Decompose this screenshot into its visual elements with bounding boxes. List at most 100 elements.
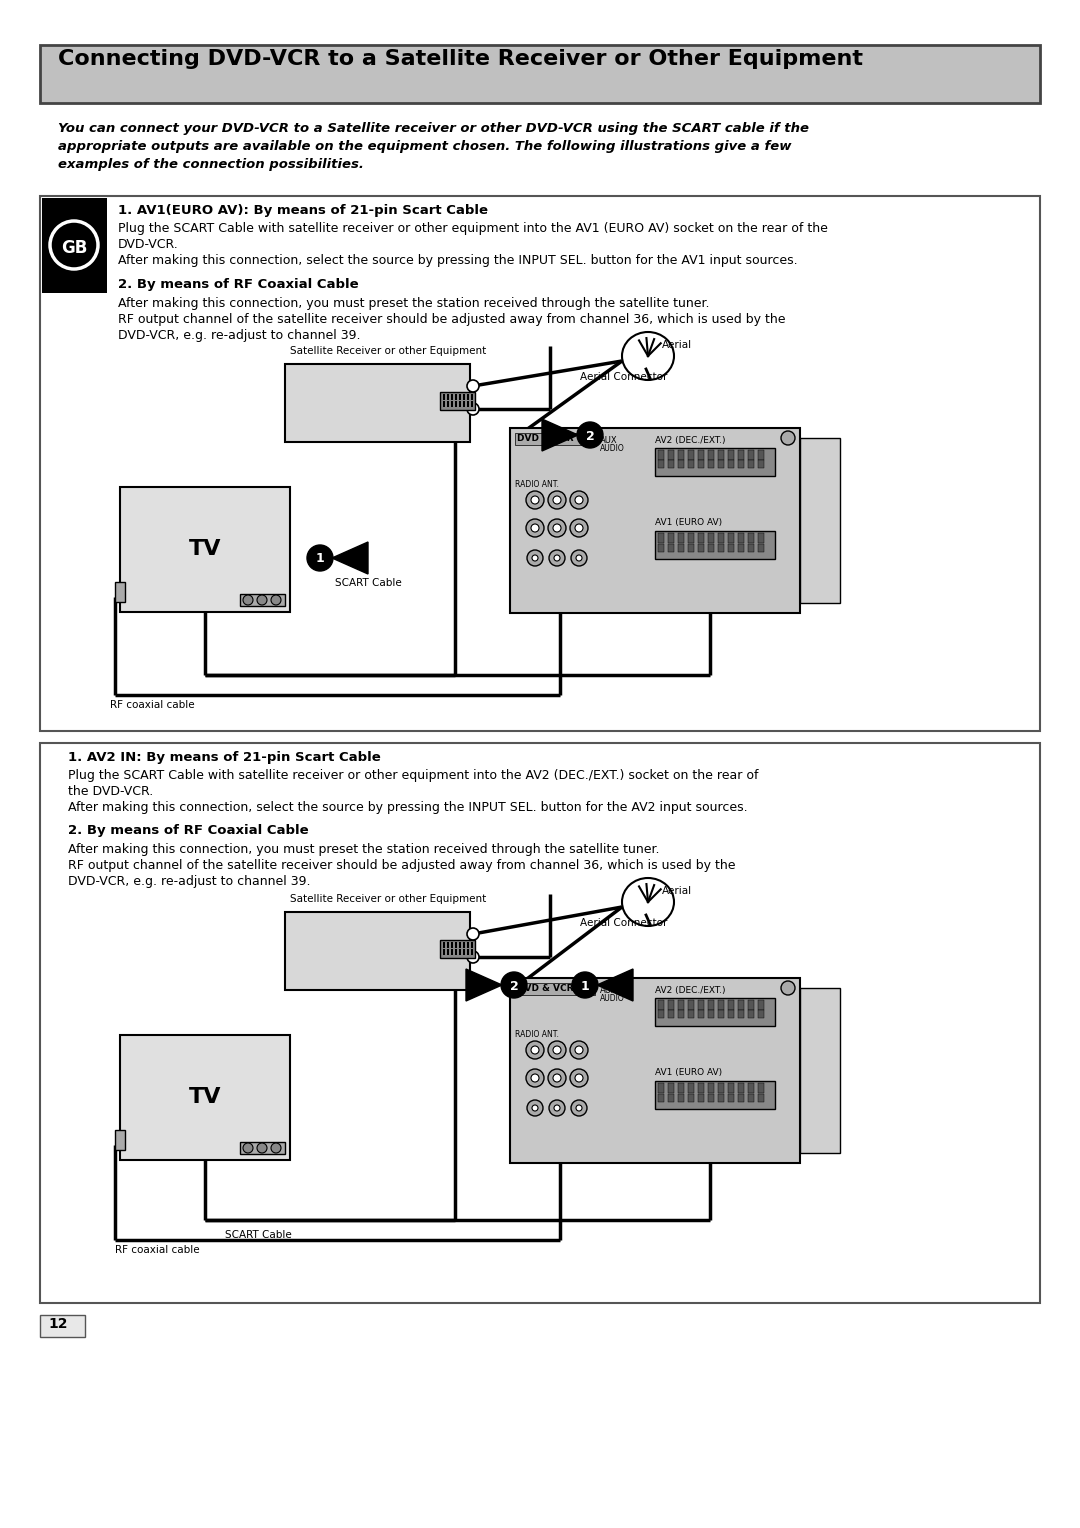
Circle shape: [553, 524, 561, 532]
Bar: [758, 533, 764, 542]
Circle shape: [243, 1143, 253, 1154]
Bar: [728, 1083, 734, 1093]
Bar: [285, 912, 470, 990]
Circle shape: [526, 1070, 544, 1086]
Bar: [678, 451, 684, 460]
Bar: [443, 941, 445, 947]
Circle shape: [575, 1074, 583, 1082]
Bar: [678, 1083, 684, 1093]
Text: 1. AV2 IN: By means of 21-pin Scart Cable: 1. AV2 IN: By means of 21-pin Scart Cabl…: [68, 750, 381, 764]
Bar: [758, 544, 764, 552]
Bar: [669, 1010, 674, 1018]
Bar: [669, 999, 674, 1010]
Ellipse shape: [622, 332, 674, 380]
Bar: [455, 400, 457, 406]
Bar: [678, 999, 684, 1010]
Bar: [463, 941, 465, 947]
Bar: [738, 999, 744, 1010]
Polygon shape: [332, 542, 368, 575]
Circle shape: [575, 497, 583, 504]
Bar: [669, 1094, 674, 1102]
Bar: [443, 949, 445, 955]
Text: the DVD-VCR.: the DVD-VCR.: [68, 785, 153, 798]
Text: RADIO ANT.: RADIO ANT.: [515, 1030, 558, 1039]
Bar: [40, 44, 1040, 102]
Circle shape: [531, 497, 539, 504]
Bar: [688, 999, 694, 1010]
Text: Satellite Receiver or other Equipment: Satellite Receiver or other Equipment: [291, 894, 486, 905]
Bar: [459, 949, 461, 955]
Circle shape: [570, 1070, 588, 1086]
Text: After making this connection, you must preset the station received through the s: After making this connection, you must p…: [118, 296, 710, 310]
Text: After making this connection, you must preset the station received through the s: After making this connection, you must p…: [68, 843, 660, 856]
Bar: [728, 451, 734, 460]
Text: Aerial Connector: Aerial Connector: [580, 918, 667, 927]
Text: examples of the connection possibilities.: examples of the connection possibilities…: [58, 157, 364, 171]
Bar: [678, 460, 684, 468]
Bar: [738, 451, 744, 460]
Bar: [738, 533, 744, 542]
Bar: [654, 532, 775, 559]
Bar: [451, 949, 453, 955]
Text: AUX: AUX: [600, 435, 618, 445]
Bar: [758, 1083, 764, 1093]
Bar: [718, 1094, 724, 1102]
Text: TV: TV: [189, 539, 221, 559]
Circle shape: [549, 1100, 565, 1115]
Text: Aerial Connector: Aerial Connector: [580, 371, 667, 382]
Bar: [658, 460, 664, 468]
Circle shape: [554, 555, 561, 561]
Circle shape: [532, 1105, 538, 1111]
Bar: [447, 949, 449, 955]
Bar: [758, 999, 764, 1010]
Bar: [669, 544, 674, 552]
Bar: [678, 544, 684, 552]
Circle shape: [531, 524, 539, 532]
Text: RF output channel of the satellite receiver should be adjusted away from channel: RF output channel of the satellite recei…: [68, 859, 735, 872]
Bar: [240, 594, 285, 607]
Circle shape: [570, 1041, 588, 1059]
Bar: [718, 533, 724, 542]
Bar: [728, 999, 734, 1010]
Bar: [800, 989, 840, 1154]
Circle shape: [467, 403, 480, 416]
Text: 2: 2: [510, 979, 518, 993]
Text: RF coaxial cable: RF coaxial cable: [110, 700, 194, 711]
Bar: [718, 544, 724, 552]
Text: GB: GB: [60, 238, 87, 257]
Text: After making this connection, select the source by pressing the INPUT SEL. butto: After making this connection, select the…: [118, 254, 798, 267]
Text: AUDIO: AUDIO: [600, 445, 624, 452]
Text: Aerial: Aerial: [662, 341, 692, 350]
Bar: [718, 999, 724, 1010]
Circle shape: [307, 545, 333, 571]
Circle shape: [467, 927, 480, 940]
Circle shape: [571, 1100, 588, 1115]
Circle shape: [531, 1047, 539, 1054]
Bar: [708, 451, 714, 460]
Bar: [698, 1094, 704, 1102]
Bar: [708, 1094, 714, 1102]
Circle shape: [577, 422, 603, 448]
Bar: [688, 460, 694, 468]
Bar: [654, 998, 775, 1025]
Text: SCART Cable: SCART Cable: [225, 1230, 292, 1241]
Text: AV1 (EURO AV): AV1 (EURO AV): [654, 518, 723, 527]
Circle shape: [50, 222, 98, 269]
Text: 12: 12: [48, 1317, 67, 1331]
Bar: [443, 394, 445, 400]
Circle shape: [549, 550, 565, 565]
Bar: [654, 1080, 775, 1109]
Bar: [728, 1094, 734, 1102]
Bar: [658, 544, 664, 552]
Bar: [440, 393, 475, 410]
Bar: [515, 432, 595, 445]
Circle shape: [501, 972, 527, 998]
Bar: [459, 400, 461, 406]
Bar: [510, 978, 800, 1163]
Circle shape: [531, 1074, 539, 1082]
Ellipse shape: [622, 879, 674, 926]
Bar: [708, 999, 714, 1010]
Bar: [654, 448, 775, 477]
Text: 1. AV1(EURO AV): By means of 21-pin Scart Cable: 1. AV1(EURO AV): By means of 21-pin Scar…: [118, 205, 488, 217]
Circle shape: [271, 594, 281, 605]
